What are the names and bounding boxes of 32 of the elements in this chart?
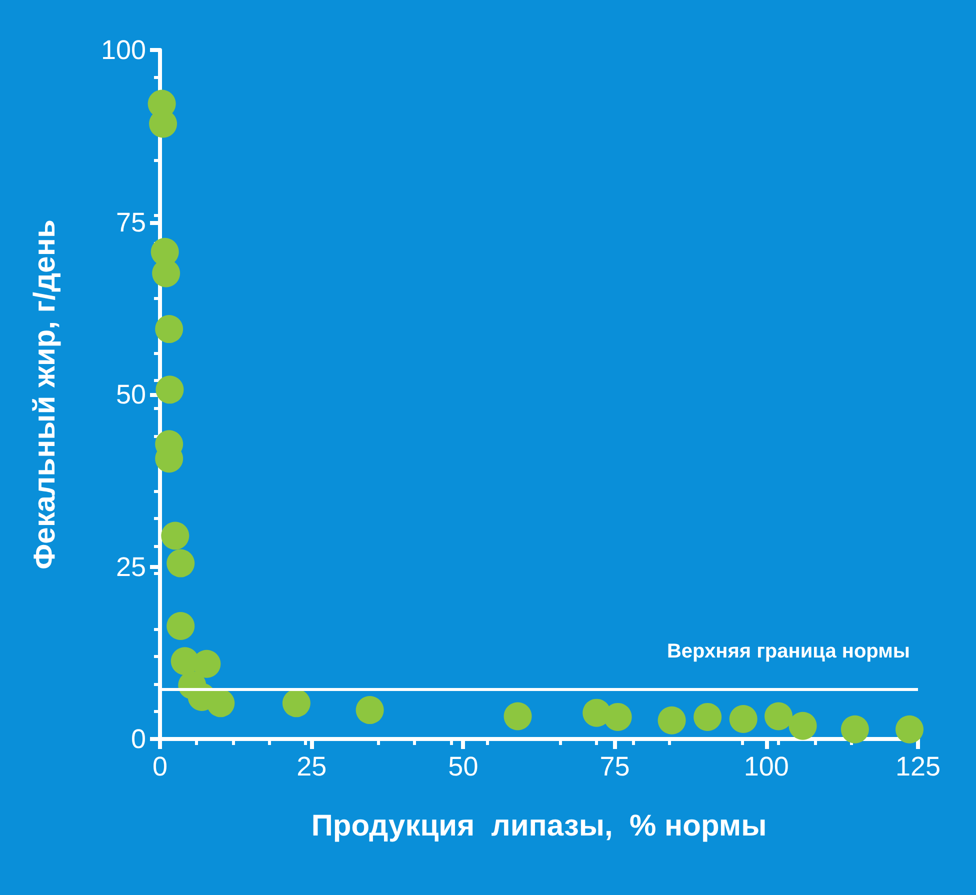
- y-axis-title: Фекальный жир, г/день: [28, 220, 62, 570]
- point: [764, 702, 793, 730]
- point: [156, 376, 184, 404]
- x-tick-label: 0: [152, 752, 168, 782]
- x-tick-label: 50: [448, 752, 478, 782]
- point: [694, 702, 722, 731]
- point: [729, 705, 758, 734]
- x-axis-title: Продукция липазы, % нормы: [311, 810, 767, 842]
- point: [155, 315, 184, 344]
- y-tick-label: 25: [116, 552, 146, 582]
- point: [206, 689, 235, 718]
- y-tick-label: 50: [116, 380, 146, 410]
- point: [840, 715, 869, 744]
- point: [658, 706, 686, 734]
- point: [166, 612, 195, 640]
- x-tick-label: 100: [744, 752, 789, 782]
- point: [604, 702, 632, 731]
- x-tick-label: 75: [600, 752, 630, 782]
- point: [166, 549, 195, 578]
- point: [896, 715, 924, 744]
- x-tick-label: 25: [296, 752, 327, 782]
- point: [788, 712, 817, 740]
- y-tick-label: 75: [116, 207, 146, 238]
- point: [504, 702, 532, 730]
- ref-line-label: Верхняя граница нормы: [666, 640, 910, 662]
- x-tick-label: 125: [895, 752, 941, 782]
- point: [192, 650, 221, 678]
- point: [161, 522, 190, 550]
- point: [356, 696, 384, 724]
- y-tick-label: 0: [130, 724, 146, 754]
- y-tick-label: 100: [100, 35, 146, 65]
- point: [282, 689, 310, 718]
